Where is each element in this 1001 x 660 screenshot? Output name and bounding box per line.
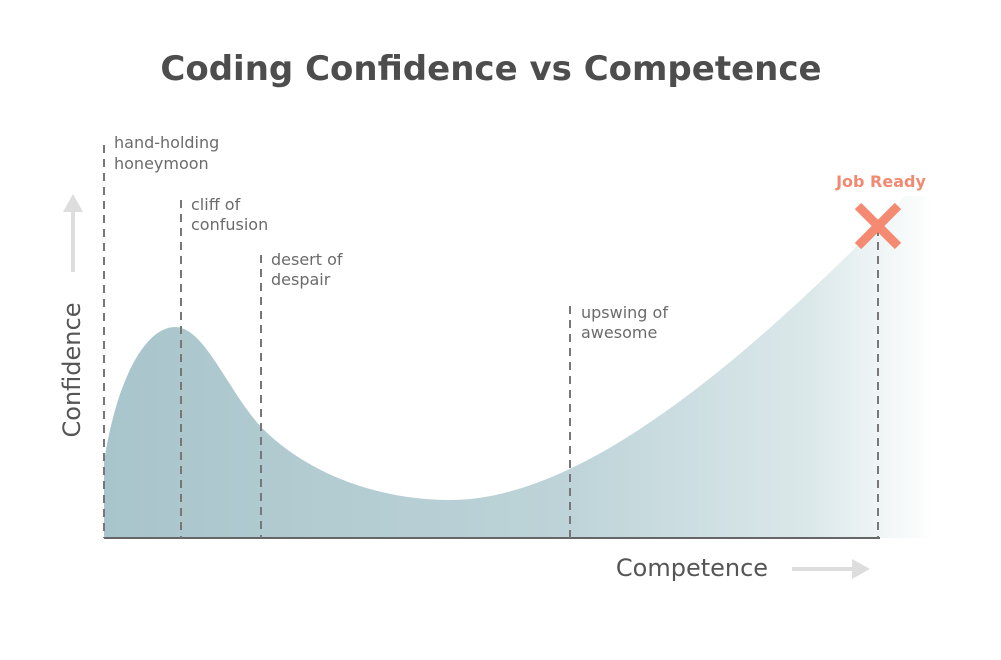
x-arrow (792, 559, 870, 579)
y-arrow (63, 194, 83, 272)
curve-area (104, 196, 935, 538)
stage-label: desert of despair (271, 250, 343, 289)
goal-label: Job Ready (835, 172, 926, 191)
title: Coding Confidence vs Competence (160, 49, 821, 89)
stage-label: upswing of awesome (581, 303, 668, 342)
y-axis-label: Confidence (58, 303, 86, 438)
stage-label: hand-holding honeymoon (114, 133, 219, 173)
goal-marker (854, 202, 902, 250)
x-axis-label: Competence (616, 554, 768, 582)
stage-label: cliff of confusion (191, 195, 268, 234)
